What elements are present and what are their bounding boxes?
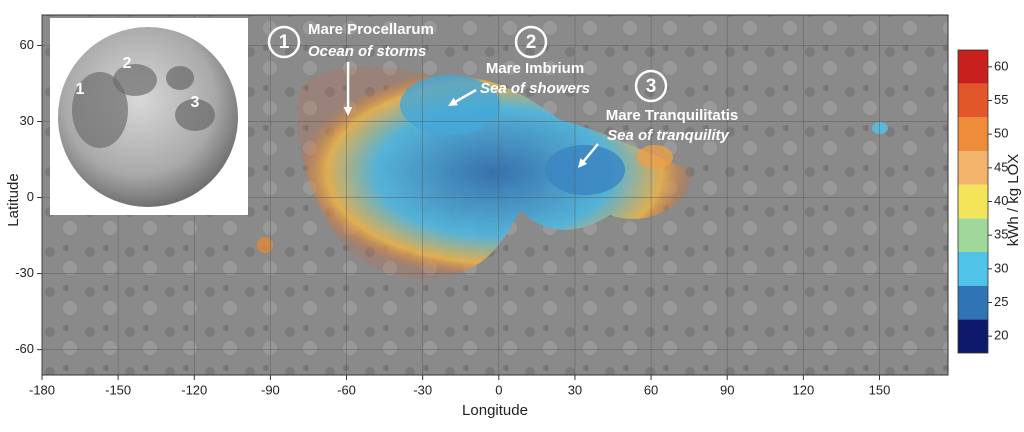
moon-mare <box>113 64 157 96</box>
annotation-title: Mare Tranquilitatis <box>606 107 739 124</box>
y-tick-label: 0 <box>27 189 34 204</box>
colorbar-label: kWh / kg LOX <box>1005 154 1022 247</box>
colorbar-swatch <box>958 184 988 219</box>
annotation-subtitle: Sea of showers <box>480 80 590 97</box>
colorbar-swatch <box>958 319 988 353</box>
colorbar-tick-label: 40 <box>994 193 1008 208</box>
x-tick-label: -60 <box>337 382 356 397</box>
annotation-title: Mare Imbrium <box>486 60 584 77</box>
annotation-number: 3 <box>646 76 657 97</box>
annotation-circle <box>267 25 301 59</box>
moon-mare <box>72 72 128 148</box>
colorbar-tick-label: 45 <box>994 159 1008 174</box>
colorbar-tick-label: 25 <box>994 294 1008 309</box>
y-tick-label: -30 <box>15 265 34 280</box>
annotation-subtitle: Ocean of storms <box>308 43 426 60</box>
x-tick-label: 120 <box>792 382 814 397</box>
annotation-number: 1 <box>279 32 290 53</box>
x-tick-label: 30 <box>568 382 582 397</box>
colorbar-swatch <box>958 83 988 118</box>
colorbar-swatch <box>958 218 988 252</box>
annotation-arrowhead <box>578 158 588 168</box>
inset-label: 3 <box>191 94 200 111</box>
x-tick-label: -90 <box>261 382 280 397</box>
x-tick-label: -180 <box>29 382 55 397</box>
annotation-arrow <box>452 88 477 105</box>
annotation-circle <box>634 69 668 103</box>
mare-overlay <box>257 237 273 253</box>
annotation-arrowhead <box>343 106 353 116</box>
y-tick-label: 60 <box>20 37 34 52</box>
x-tick-label: -30 <box>413 382 432 397</box>
colorbar-swatch <box>958 117 988 151</box>
mare-overlay <box>637 145 673 169</box>
colorbar-swatch <box>958 50 988 84</box>
inset-label: 1 <box>76 81 85 98</box>
x-tick-label: -120 <box>181 382 207 397</box>
moon-mare <box>175 99 215 131</box>
colorbar-swatch <box>958 252 988 286</box>
colorbar-tick-label: 60 <box>994 58 1008 73</box>
annotation-arrowhead <box>448 97 458 106</box>
colorbar-tick-label: 20 <box>994 328 1008 343</box>
colorbar-swatch <box>958 151 988 185</box>
inset-label: 2 <box>123 55 132 72</box>
colorbar-tick-label: 35 <box>994 227 1008 242</box>
moon-mare <box>166 66 194 90</box>
inset <box>50 18 248 215</box>
mare-overlay <box>872 122 888 134</box>
x-tick-label: -150 <box>105 382 131 397</box>
y-tick-label: 30 <box>20 113 34 128</box>
x-axis-label: Longitude <box>462 402 528 419</box>
y-axis-label: Latitude <box>5 173 22 226</box>
x-tick-label: 60 <box>644 382 658 397</box>
annotation-circle <box>514 25 548 59</box>
x-tick-label: 0 <box>495 382 502 397</box>
x-tick-label: 150 <box>869 382 891 397</box>
annotation-arrow <box>580 143 599 165</box>
annotation-subtitle: Sea of tranquility <box>607 127 729 144</box>
y-tick-label: -60 <box>15 341 34 356</box>
x-tick-label: 90 <box>720 382 734 397</box>
mare-overlay <box>297 66 692 279</box>
colorbar-tick-label: 30 <box>994 260 1008 275</box>
moon <box>58 27 238 207</box>
colorbar-swatch <box>958 285 988 320</box>
colorbar-tick-label: 50 <box>994 126 1008 141</box>
annotation-title: Mare Procellarum <box>308 21 434 38</box>
annotation-number: 2 <box>526 32 537 53</box>
colorbar-tick-label: 55 <box>994 92 1008 107</box>
mare-overlay <box>545 145 625 195</box>
